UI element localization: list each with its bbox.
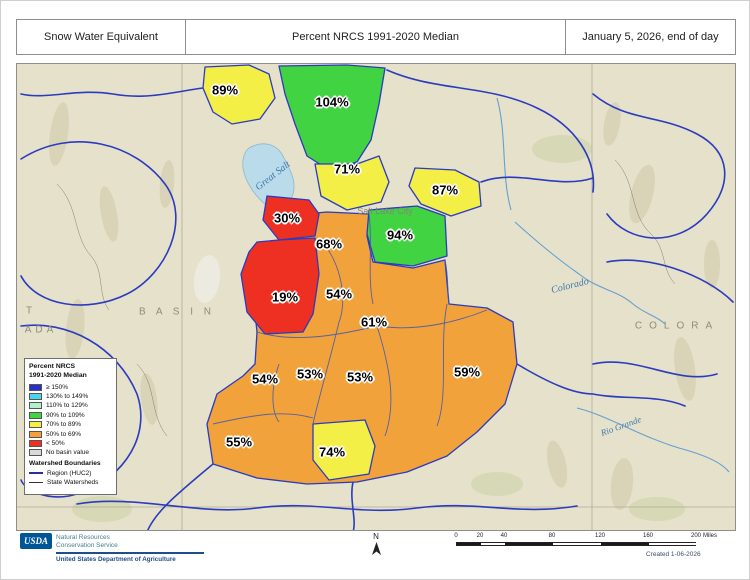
legend-swatch xyxy=(29,430,42,438)
scale-tick-label: 20 xyxy=(476,533,484,539)
legend-boundary-item: State Watersheds xyxy=(29,479,112,486)
legend-item: ≥ 150% xyxy=(29,383,112,391)
scale-bar-segment xyxy=(505,543,553,545)
basin-19 xyxy=(240,237,320,335)
basin-94 xyxy=(366,205,448,267)
legend-swatch xyxy=(29,393,42,401)
dry-lake xyxy=(193,255,221,303)
scale-tick-label: 120 xyxy=(594,533,606,539)
legend-swatch xyxy=(29,383,42,391)
legend-item: No basin value xyxy=(29,449,112,457)
legend-swatch xyxy=(29,449,42,457)
map-metric-title: Percent NRCS 1991-2020 Median xyxy=(185,19,566,55)
graticule xyxy=(17,64,735,530)
agency-name-line2: Conservation Service xyxy=(56,542,118,550)
scale-bar-segment xyxy=(481,543,505,545)
scale-tick-label: 40 xyxy=(500,533,508,539)
agency-name-line1: Natural Resources xyxy=(56,534,110,541)
sub-basin-borders xyxy=(212,213,488,437)
legend-boundaries-title: Watershed Boundaries xyxy=(29,460,101,468)
map-date: January 5, 2026, end of day xyxy=(565,19,736,55)
legend-boundary-item: Region (HUC2) xyxy=(29,470,112,477)
map-legend: Percent NRCS 1991-2020 Median ≥ 150% 130%… xyxy=(24,358,117,495)
legend-swatch xyxy=(29,402,42,410)
scale-bar: 0 20 40 80 120 160 200 Miles Created 1-06-2026 xyxy=(454,533,736,567)
legend-item: 70% to 89% xyxy=(29,421,112,429)
legend-item: 90% to 109% xyxy=(29,411,112,419)
basin-74 xyxy=(312,419,376,481)
usda-block: USDA Natural Resources Conservation Serv… xyxy=(20,533,205,563)
scale-tick-label: 160 xyxy=(642,533,654,539)
scale-bar-segment xyxy=(601,543,649,545)
north-arrow: N xyxy=(368,533,384,560)
footer: USDA Natural Resources Conservation Serv… xyxy=(16,532,736,568)
map-type-title: Snow Water Equivalent xyxy=(16,19,186,55)
north-needle-icon xyxy=(371,542,381,555)
map-graphic xyxy=(17,64,735,530)
usda-logo: USDA xyxy=(20,533,53,549)
rivers xyxy=(496,97,730,473)
scale-bar-segment xyxy=(553,543,601,545)
legend-item-label: 70% to 89% xyxy=(46,421,82,429)
legend-item: 50% to 69% xyxy=(29,430,112,438)
legend-item-label: No basin value xyxy=(46,449,89,457)
legend-item-label: 50% to 69% xyxy=(46,430,82,438)
north-label: N xyxy=(373,532,379,541)
basin-30 xyxy=(262,195,320,241)
legend-title: Percent NRCS 1991-2020 Median xyxy=(29,363,87,379)
scale-tick-label: 200 xyxy=(690,533,702,539)
department-name: United States Department of Agriculture xyxy=(56,555,176,563)
scale-tick-labels: 0 20 40 80 120 160 200 xyxy=(454,533,701,541)
legend-boundary-label: State Watersheds xyxy=(47,479,99,487)
legend-swatch xyxy=(29,421,42,429)
legend-swatch xyxy=(29,411,42,419)
basin-104 xyxy=(278,64,386,171)
legend-swatch xyxy=(29,440,42,447)
basin-89 xyxy=(202,64,276,125)
legend-item: 110% to 129% xyxy=(29,402,112,410)
legend-item-label: ≥ 150% xyxy=(46,383,68,391)
state-watershed-lines xyxy=(56,159,676,437)
legend-item-label: 90% to 109% xyxy=(46,411,85,419)
legend-boundary-label: Region (HUC2) xyxy=(47,469,92,477)
scale-unit-label: Miles xyxy=(703,533,718,539)
legend-items: ≥ 150% 130% to 149% 110% to 129% 90% to 109… xyxy=(29,383,112,457)
scale-bar-segment xyxy=(649,543,697,545)
scale-tick-label: 0 xyxy=(454,533,458,539)
scale-bar-segment xyxy=(457,543,481,545)
scale-tick-label: 80 xyxy=(548,533,556,539)
legend-line-sample xyxy=(29,482,43,484)
legend-item: < 50% xyxy=(29,440,112,447)
title-bar: Snow Water Equivalent Percent NRCS 1991-… xyxy=(16,19,736,55)
created-date: Created 1-06-2026 xyxy=(646,551,701,558)
footer-divider xyxy=(56,552,205,555)
legend-line-sample xyxy=(29,472,43,475)
legend-item-label: 110% to 129% xyxy=(46,402,88,410)
scale-bar-track xyxy=(456,542,697,546)
map: Great Salt Salt Lake City Colorado Rio Gran… xyxy=(16,63,736,531)
region-boundaries xyxy=(20,69,734,530)
legend-item-label: < 50% xyxy=(46,440,65,447)
legend-boundary-items: Region (HUC2) State Watersheds xyxy=(29,470,112,486)
basin-71 xyxy=(314,155,390,211)
basin-87 xyxy=(408,167,482,217)
legend-item: 130% to 149% xyxy=(29,393,112,401)
legend-item-label: 130% to 149% xyxy=(46,393,89,401)
